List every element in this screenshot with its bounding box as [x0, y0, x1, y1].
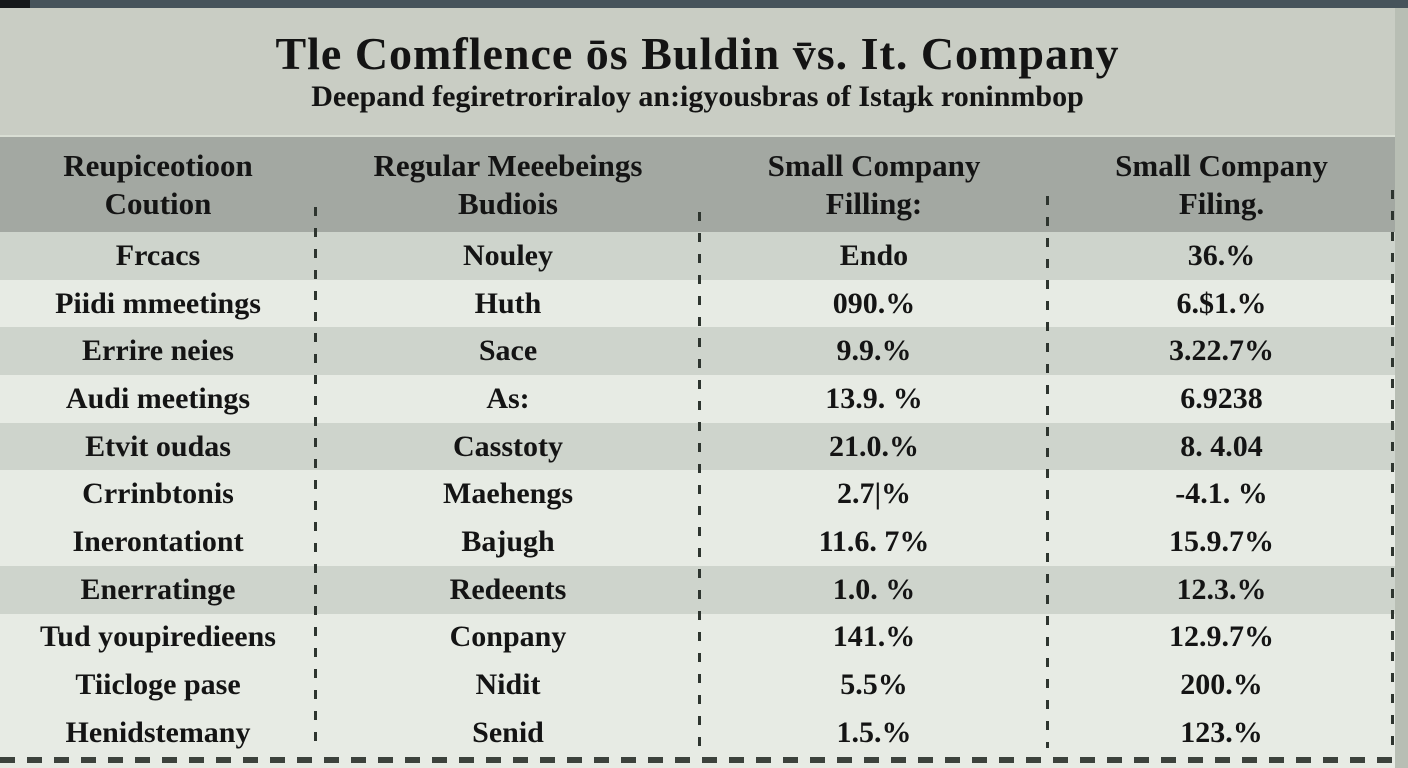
table-cell: Piidi mmeetings — [55, 286, 261, 320]
table-cell: 6.$1.% — [1176, 286, 1267, 320]
table-row: Errire neies Sace 9.9.% 3.22.7% — [0, 327, 1395, 376]
table-cell: Senid — [472, 715, 544, 749]
column-divider-1 — [314, 207, 317, 747]
table-cell: 3.22.7% — [1169, 334, 1274, 368]
table-cell: 21.0.% — [829, 429, 919, 463]
table-cell: 090.% — [832, 286, 916, 320]
table-row: Tud youpiredieens Conpany 141.% 12.9.7% — [0, 613, 1395, 662]
table-cell: 2.7|% — [836, 477, 912, 511]
table-row: Henidstemany Senid 1.5.% 123.% — [0, 708, 1395, 757]
table-cell: Enerratinge — [80, 572, 236, 606]
table-row: Inerontationt Bajugh 11.6. 7% 15.9.7% — [0, 518, 1395, 566]
table-cell: Errire neies — [82, 334, 234, 368]
table-cell: 1.5.% — [836, 715, 912, 749]
table-row: Tiicloge pase Nidit 5.5% 200.% — [0, 661, 1395, 709]
table-cell: 13.9. % — [825, 381, 923, 415]
table-cell: Casstoty — [453, 429, 563, 463]
table-cell: 200.% — [1180, 668, 1263, 702]
table-cell: Nouley — [463, 238, 553, 272]
table-cell: Maehengs — [443, 477, 573, 511]
table-cell: 8. 4.04 — [1180, 429, 1263, 463]
right-margin-strip — [1395, 8, 1408, 768]
table-cell: 123.% — [1180, 715, 1263, 749]
table-row: Frcacs Nouley Endo 36.% — [0, 232, 1395, 280]
table-cell: As: — [486, 381, 530, 415]
table-cell: Bajugh — [461, 524, 555, 558]
table-cell: 12.3.% — [1176, 572, 1267, 606]
title-section: Tle Comflence ōs Buldin v̄s. It. Company… — [0, 8, 1395, 137]
bottom-dashed-border — [0, 757, 1395, 763]
table-cell: Redeents — [449, 572, 567, 606]
table-cell: Etvit oudas — [85, 429, 231, 463]
table-cell: Inerontationt — [72, 524, 244, 558]
column-divider-2 — [698, 212, 701, 748]
table-cell: Conpany — [449, 620, 567, 654]
column-header-3: Small Company Filling: — [700, 137, 1048, 232]
table-header-row: Reupiceotioon Coution Regular Meeebeings… — [0, 137, 1395, 232]
table-cell: 5.5% — [840, 668, 908, 702]
table-row: Piidi mmeetings Huth 090.% 6.$1.% — [0, 279, 1395, 328]
table-cell: 9.9.% — [836, 334, 912, 368]
table-cell: 36.% — [1187, 238, 1256, 272]
column-header-2-line2: Budiois — [458, 185, 558, 221]
page-subtitle: Deepand fegiretroriraloy an:igyousbras o… — [311, 80, 1084, 113]
column-header-3-line1: Small Company — [767, 147, 981, 183]
column-header-4: Small Company Filing. — [1048, 137, 1395, 232]
column-divider-3 — [1046, 196, 1049, 748]
table-cell: Crrinbtonis — [82, 477, 234, 511]
table-cell: Tud youpiredieens — [40, 620, 276, 654]
table-cell: Endo — [839, 238, 909, 272]
column-header-4-line1: Small Company — [1115, 147, 1328, 183]
column-header-2: Regular Meeebeings Budiois — [316, 137, 700, 232]
table-right-edge-divider — [1391, 190, 1394, 748]
table-cell: Nidit — [475, 668, 541, 702]
table-cell: Sace — [478, 334, 538, 368]
table-row: Enerratinge Redeents 1.0. % 12.3.% — [0, 565, 1395, 614]
table-cell: 15.9.7% — [1169, 524, 1274, 558]
table-cell: Tiicloge pase — [75, 668, 241, 702]
column-header-4-line2: Filing. — [1178, 185, 1265, 221]
table-cell: Henidstemany — [65, 715, 251, 749]
table-body: Frcacs Nouley Endo 36.% Piidi mmeetings … — [0, 232, 1395, 757]
table-row: Etvit oudas Casstoty 21.0.% 8. 4.04 — [0, 422, 1395, 471]
table-cell: 1.0. % — [832, 572, 916, 606]
table-row: Crrinbtonis Maehengs 2.7|% -4.1. % — [0, 470, 1395, 519]
table-cell: 11.6. 7% — [818, 524, 930, 558]
table-cell: Frcacs — [115, 238, 201, 272]
column-header-3-line2: Filling: — [825, 185, 923, 221]
column-header-1: Reupiceotioon Coution — [0, 137, 316, 232]
table-cell: 6.9238 — [1180, 381, 1263, 415]
table-cell: Huth — [474, 286, 542, 320]
table-cell: -4.1. % — [1175, 477, 1268, 511]
column-header-1-line1: Reupiceotioon — [63, 147, 253, 183]
table-cell: Audi meetings — [65, 381, 251, 415]
table-cell: 141.% — [832, 620, 916, 654]
page-title: Tle Comflence ōs Buldin v̄s. It. Company — [275, 28, 1120, 79]
table-row: Audi meetings As: 13.9. % 6.9238 — [0, 375, 1395, 423]
table-cell: 12.9.7% — [1169, 620, 1274, 654]
top-bar — [0, 0, 1408, 8]
column-header-2-line1: Regular Meeebeings — [373, 147, 643, 183]
column-header-1-line2: Coution — [104, 185, 212, 221]
